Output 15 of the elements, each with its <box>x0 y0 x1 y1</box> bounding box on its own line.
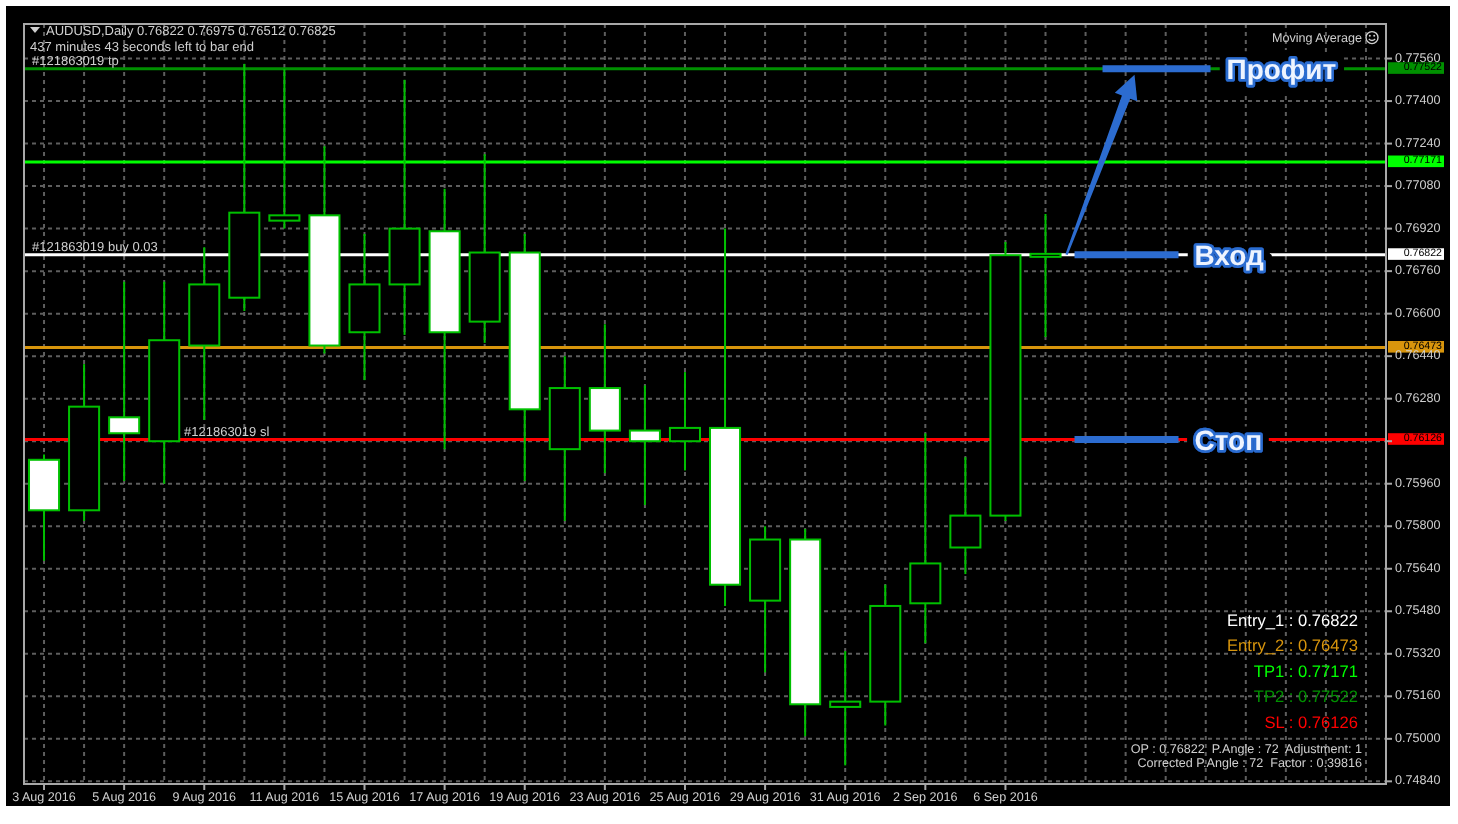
annotation: Entry_2 : 0.76473 <box>1226 635 1359 656</box>
candlestick <box>668 371 701 472</box>
candlestick <box>909 432 942 645</box>
candlestick <box>588 323 621 475</box>
annotation: SL : 0.76126 <box>1264 711 1359 732</box>
candlestick <box>348 232 381 382</box>
candlestick <box>268 68 301 230</box>
candlestick <box>829 650 862 767</box>
annotation: TP2 : 0.77522 <box>1253 686 1359 707</box>
candlestick <box>1029 213 1062 339</box>
candlestick <box>108 280 141 483</box>
candlestick <box>628 384 661 506</box>
candlestick <box>949 456 982 576</box>
annotation: TP1 : 0.77171 <box>1253 660 1359 681</box>
annotation: Entry_1 : 0.76822 <box>1226 610 1359 630</box>
